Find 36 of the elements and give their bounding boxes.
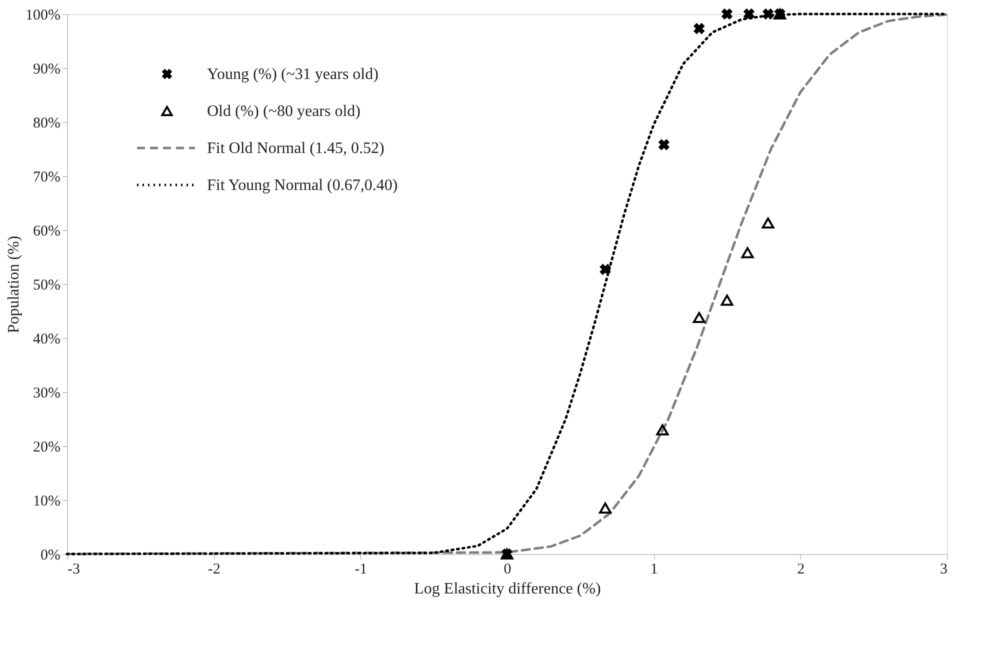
y-tick-label: 70% — [33, 170, 60, 186]
point — [762, 8, 774, 20]
y-tick-label: 90% — [33, 62, 60, 78]
point — [721, 8, 733, 20]
point — [762, 217, 774, 229]
y-tick-label: 0% — [40, 548, 60, 564]
point — [720, 294, 734, 306]
x-tick-label: -2 — [208, 562, 220, 578]
y-tick-label: 10% — [33, 494, 60, 510]
point — [692, 312, 706, 324]
y-tick-label: 60% — [33, 224, 60, 240]
point — [600, 264, 611, 276]
y-tick-label: 30% — [33, 386, 60, 402]
legend-label: Old (%) (~80 years old) — [207, 103, 360, 120]
x-tick-label: 3 — [940, 562, 948, 578]
y-tick-label: 20% — [33, 440, 60, 456]
x-tick-label: 2 — [797, 562, 805, 578]
point — [656, 424, 669, 436]
y-axis-title: Population (%) — [6, 236, 23, 334]
y-tick-label: 50% — [33, 278, 60, 294]
legend-label: Fit Old Normal (1.45, 0.52) — [207, 140, 384, 157]
point — [743, 8, 755, 20]
point — [693, 22, 705, 34]
y-tick-label: 100% — [26, 8, 60, 24]
x-tick-label: 0 — [504, 562, 512, 578]
x-tick-label: -1 — [354, 562, 368, 578]
point — [599, 502, 612, 514]
legend-label: Young (%) (~31 years old) — [207, 66, 378, 83]
x-tick-label: -3 — [68, 562, 80, 578]
point — [658, 139, 670, 150]
y-tick-label: 40% — [33, 332, 60, 348]
x-tick-label: 1 — [650, 562, 658, 578]
x-axis-title: Log Elasticity difference (%) — [414, 580, 601, 598]
point — [741, 247, 754, 258]
y-tick-label: 80% — [33, 116, 60, 132]
legend-label: Fit Young Normal (0.67,0.40) — [207, 177, 398, 194]
